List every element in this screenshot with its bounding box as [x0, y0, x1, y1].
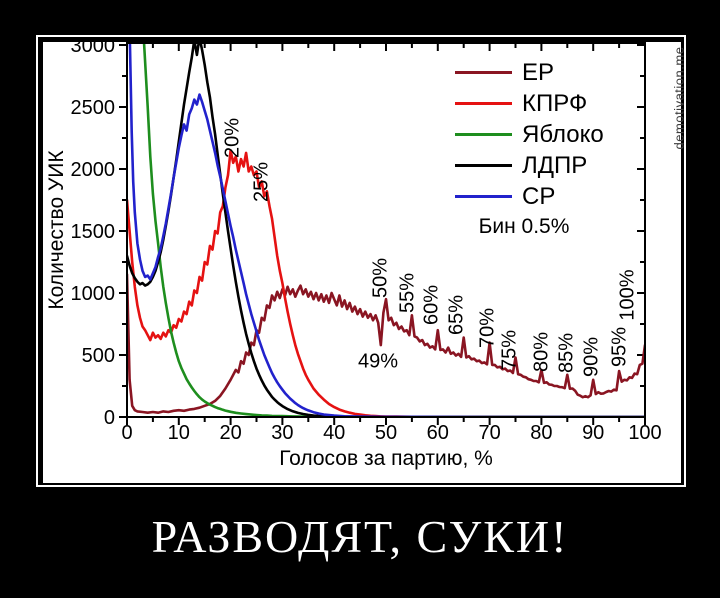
x-axis-title: Голосов за партию, % — [279, 447, 493, 470]
x-tick-label: 90 — [582, 422, 604, 444]
watermark: demotivation.me — [671, 46, 687, 150]
y-tick-label: 2500 — [71, 97, 116, 119]
y-axis-title: Количество УИК — [45, 150, 68, 310]
y-tick-label: 500 — [82, 345, 115, 367]
x-tick-label: 30 — [271, 422, 293, 444]
legend-line-swatch — [455, 71, 512, 74]
legend-label: СР — [522, 182, 556, 210]
annotation-90%: 90% — [580, 336, 603, 378]
y-tick-label: 1000 — [71, 283, 116, 305]
legend-label: КПРФ — [522, 89, 588, 117]
plot-border — [126, 42, 646, 418]
annotation-75%: 75% — [498, 329, 521, 371]
x-tick-label: 0 — [121, 422, 132, 444]
x-tick-label: 20 — [219, 422, 241, 444]
legend-line-swatch — [455, 133, 512, 136]
legend-label: ЛДПР — [522, 151, 588, 179]
annotation-65%: 65% — [445, 294, 468, 336]
annotation-55%: 55% — [396, 272, 419, 314]
annotation-100%: 100% — [616, 269, 639, 321]
y-tick-label: 2000 — [71, 159, 116, 181]
annotation-20%: 20% — [221, 117, 244, 159]
x-tick-label: 10 — [168, 422, 190, 444]
legend-item-ldpr: ЛДПР — [455, 150, 604, 181]
legend-label: ЕР — [522, 58, 555, 86]
annotation-85%: 85% — [555, 332, 578, 374]
x-tick-label: 70 — [478, 422, 500, 444]
annotation-50%: 50% — [369, 257, 392, 299]
annotation-49%: 49% — [357, 350, 399, 373]
bin-size-label: Бин 0.5% — [478, 215, 570, 238]
annotation-60%: 60% — [420, 284, 443, 326]
annotation-70%: 70% — [476, 307, 499, 349]
legend-item-er: ЕР — [455, 57, 604, 88]
y-tick-label: 1500 — [71, 221, 116, 243]
legend-item-yabloko: Яблоко — [455, 119, 604, 150]
poster-caption: РАЗВОДЯТ, СУКИ! — [151, 511, 569, 562]
series-line-ЕР — [127, 273, 645, 415]
legend-item-kprf: КПРФ — [455, 88, 604, 119]
annotation-80%: 80% — [530, 331, 553, 373]
y-tick-label: 0 — [104, 407, 115, 429]
annotation-95%: 95% — [608, 326, 631, 368]
legend: ЕР КПРФ Яблоко ЛДПР СР — [455, 57, 604, 212]
legend-item-sr: СР — [455, 181, 604, 212]
y-tick-label: 3000 — [71, 42, 116, 57]
x-tick-label: 40 — [323, 422, 345, 444]
annotation-25%: 25% — [250, 161, 273, 203]
legend-line-swatch — [455, 195, 512, 198]
series-line-КПРФ — [127, 149, 645, 417]
x-tick-label: 80 — [530, 422, 552, 444]
x-tick-label: 60 — [427, 422, 449, 444]
chart-panel: 0 10 20 30 40 50 60 70 80 90 100 0 500 1000 1500 2000 25… — [43, 42, 687, 483]
x-tick-label: 100 — [628, 422, 661, 444]
legend-line-swatch — [455, 164, 512, 167]
legend-line-swatch — [455, 102, 512, 105]
series-line-СР — [128, 43, 645, 417]
vote-distribution-chart: 0 10 20 30 40 50 60 70 80 90 100050010001500200025… — [71, 42, 662, 444]
legend-label: Яблоко — [522, 120, 604, 148]
x-tick-label: 50 — [375, 422, 397, 444]
